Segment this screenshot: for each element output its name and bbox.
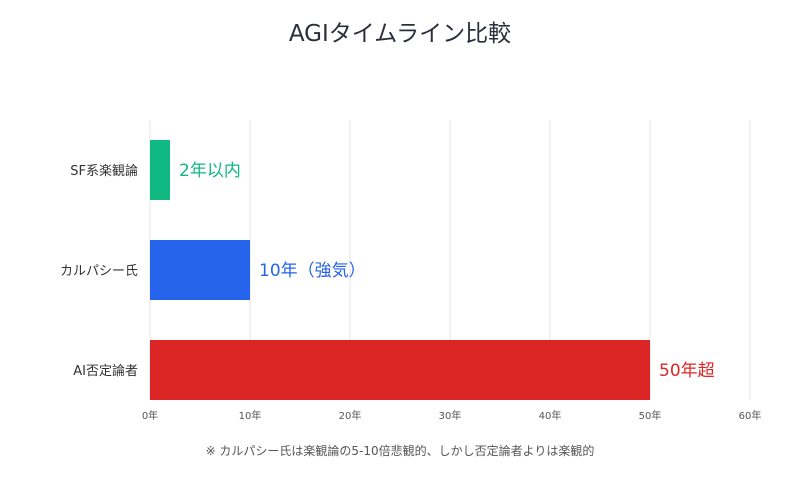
category-label: カルパシー氏: [60, 264, 138, 279]
x-tick-label: 10年: [239, 409, 262, 422]
category-label: AI否定論者: [73, 363, 138, 379]
chart-title: AGIタイムライン比較: [288, 21, 512, 47]
bar: [150, 340, 650, 400]
x-tick-label: 0年: [142, 409, 158, 422]
x-tick-label: 50年: [639, 409, 662, 422]
data-label: 50年超: [659, 361, 715, 381]
x-tick-label: 60年: [739, 409, 762, 422]
x-tick-label: 20年: [339, 409, 362, 422]
category-label: SF系楽観論: [70, 163, 138, 179]
bar: [150, 240, 250, 300]
bar: [150, 140, 170, 200]
footnote: ※ カルパシー氏は楽観論の5-10倍悲観的、しかし否定論者よりは楽観的: [205, 444, 595, 458]
x-tick-label: 40年: [539, 409, 562, 422]
data-label: 2年以内: [179, 161, 241, 181]
x-tick-label: 30年: [439, 409, 462, 422]
data-label: 10年（強気）: [259, 261, 366, 281]
